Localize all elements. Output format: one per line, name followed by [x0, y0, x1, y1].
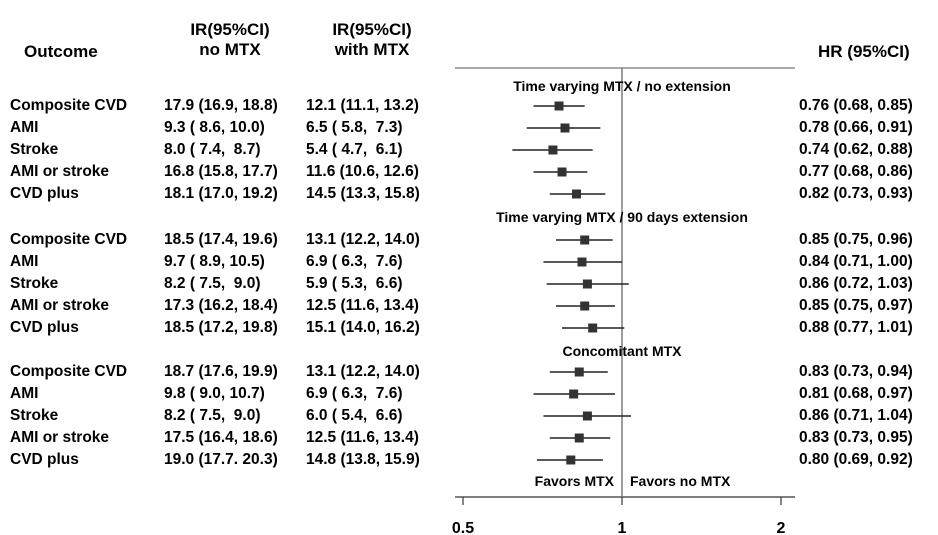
outcome-label: Stroke [10, 407, 59, 424]
ir-with-mtx-value: 6.0 ( 5.4, 6.6) [306, 407, 403, 424]
outcome-label: Composite CVD [10, 231, 128, 248]
outcome-label: AMI [10, 253, 39, 270]
ir-no-mtx-value: 19.0 (17.7. 20.3) [164, 451, 278, 468]
outcome-label: AMI [10, 385, 39, 402]
hr-point [548, 145, 558, 155]
hr-value: 0.78 (0.66, 0.91) [799, 119, 913, 136]
hr-point [560, 123, 570, 133]
group-title: Time varying MTX / no extension [513, 78, 731, 94]
ir-with-mtx-value: 12.5 (11.6, 13.4) [306, 429, 419, 446]
hr-point [574, 367, 584, 377]
ir-with-mtx-value: 14.5 (13.3, 15.8) [306, 185, 420, 202]
outcome-label: AMI [10, 119, 39, 136]
hr-point [574, 433, 584, 443]
hr-value: 0.74 (0.62, 0.88) [799, 141, 913, 158]
ir-with-mtx-value: 14.8 (13.8, 15.9) [306, 451, 420, 468]
outcome-label: CVD plus [10, 185, 79, 202]
x-tick-label: 1 [618, 520, 627, 535]
ir-no-mtx-value: 18.5 (17.2, 19.8) [164, 319, 278, 336]
outcome-label: AMI or stroke [10, 163, 110, 180]
ir-no-mtx-value: 8.2 ( 7.5, 9.0) [164, 407, 261, 424]
x-tick-label: 2 [777, 520, 786, 535]
ir-with-mtx-value: 11.6 (10.6, 12.6) [306, 163, 419, 180]
ir-no-mtx-value: 9.3 ( 8.6, 10.0) [164, 119, 265, 136]
ir-no-mtx-value: 17.3 (16.2, 18.4) [164, 297, 278, 314]
ir-no-mtx-value: 17.5 (16.4, 18.6) [164, 429, 278, 446]
outcome-label: AMI or stroke [10, 429, 110, 446]
favors-mtx-label: Favors MTX [535, 473, 615, 489]
outcome-label: Stroke [10, 275, 59, 292]
ir-with-mtx-value: 15.1 (14.0, 16.2) [306, 319, 420, 336]
hr-value: 0.83 (0.73, 0.95) [799, 429, 913, 446]
header-ir-with-mtx: IR(95%CI) with MTX [312, 20, 432, 60]
ir-with-mtx-value: 12.5 (11.6, 13.4) [306, 297, 419, 314]
outcome-label: Stroke [10, 141, 59, 158]
ir-no-mtx-value: 18.5 (17.4, 19.6) [164, 231, 278, 248]
ir-no-mtx-value: 18.7 (17.6, 19.9) [164, 363, 278, 380]
hr-point [566, 455, 576, 465]
hr-point [577, 257, 587, 267]
hr-value: 0.86 (0.71, 1.04) [799, 407, 913, 424]
hr-value: 0.85 (0.75, 0.96) [799, 231, 913, 248]
outcome-label: CVD plus [10, 319, 79, 336]
ir-with-mtx-value: 6.5 ( 5.8, 7.3) [306, 119, 403, 136]
ir-no-mtx-value: 16.8 (15.8, 17.7) [164, 163, 278, 180]
outcome-label: Composite CVD [10, 363, 128, 380]
hr-value: 0.86 (0.72, 1.03) [799, 275, 913, 292]
group-title: Time varying MTX / 90 days extension [496, 209, 748, 225]
hr-value: 0.82 (0.73, 0.93) [799, 185, 913, 202]
outcome-label: CVD plus [10, 451, 79, 468]
hr-value: 0.83 (0.73, 0.94) [799, 363, 913, 380]
ir-no-mtx-value: 9.7 ( 8.9, 10.5) [164, 253, 265, 270]
hr-value: 0.85 (0.75, 0.97) [799, 297, 913, 314]
hr-point [580, 301, 590, 311]
hr-point [571, 189, 581, 199]
header-ir-with-mtx-line2: with MTX [334, 40, 410, 59]
header-ir-no-mtx-line2: no MTX [199, 40, 261, 59]
x-tick-label: 0.5 [452, 520, 474, 535]
hr-value: 0.81 (0.68, 0.97) [799, 385, 913, 402]
ir-with-mtx-value: 13.1 (12.2, 14.0) [306, 363, 420, 380]
ir-with-mtx-value: 6.9 ( 6.3, 7.6) [306, 385, 403, 402]
hr-value: 0.84 (0.71, 1.00) [799, 253, 913, 270]
hr-value: 0.77 (0.68, 0.86) [799, 163, 913, 180]
hr-point [569, 389, 579, 399]
hr-point [580, 235, 590, 245]
hr-point [557, 167, 567, 177]
header-ir-with-mtx-line1: IR(95%CI) [332, 20, 412, 39]
ir-no-mtx-value: 17.9 (16.9, 18.8) [164, 97, 278, 114]
ir-no-mtx-value: 9.8 ( 9.0, 10.7) [164, 385, 265, 402]
header-ir-no-mtx-line1: IR(95%CI) [190, 20, 270, 39]
ir-no-mtx-value: 8.0 ( 7.4, 8.7) [164, 141, 261, 158]
header-ir-no-mtx: IR(95%CI) no MTX [180, 20, 280, 60]
ir-with-mtx-value: 5.4 ( 4.7, 6.1) [306, 141, 403, 158]
outcome-label: Composite CVD [10, 97, 128, 114]
hr-value: 0.80 (0.69, 0.92) [799, 451, 913, 468]
group-title: Concomitant MTX [563, 343, 683, 359]
ir-with-mtx-value: 6.9 ( 6.3, 7.6) [306, 253, 403, 270]
hr-point [582, 279, 592, 289]
hr-point [582, 411, 592, 421]
hr-point [554, 101, 564, 111]
hr-value: 0.88 (0.77, 1.01) [799, 319, 913, 336]
outcome-label: AMI or stroke [10, 297, 110, 314]
ir-with-mtx-value: 12.1 (11.1, 13.2) [306, 97, 419, 114]
ir-no-mtx-value: 8.2 ( 7.5, 9.0) [164, 275, 261, 292]
header-outcome: Outcome [24, 42, 98, 61]
hr-point [588, 323, 598, 333]
ir-with-mtx-value: 13.1 (12.2, 14.0) [306, 231, 420, 248]
favors-no-mtx-label: Favors no MTX [630, 473, 731, 489]
header-hr: HR (95%CI) [818, 42, 910, 61]
ir-no-mtx-value: 18.1 (17.0, 19.2) [164, 185, 278, 202]
ir-with-mtx-value: 5.9 ( 5.3, 6.6) [306, 275, 403, 292]
hr-value: 0.76 (0.68, 0.85) [799, 97, 913, 114]
